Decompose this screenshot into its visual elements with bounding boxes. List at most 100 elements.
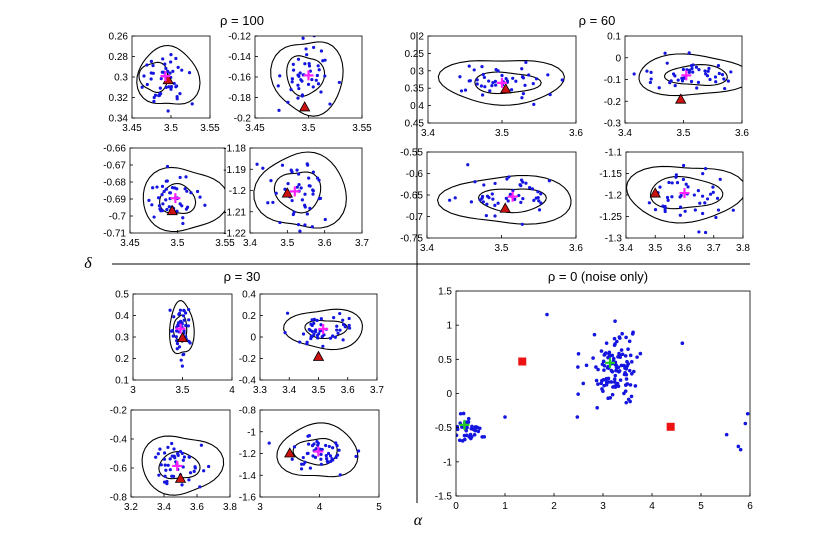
x-tick-label: 3.6 <box>318 238 332 249</box>
sample-point <box>302 462 306 466</box>
sample-point <box>606 380 611 384</box>
x-tick-label: 3.7 <box>707 243 721 254</box>
sample-point <box>692 193 696 197</box>
sample-point <box>325 457 329 461</box>
true-source-marker <box>518 357 527 366</box>
plot-area <box>270 36 344 117</box>
sample-point <box>618 336 622 340</box>
sample-point <box>619 348 624 352</box>
sample-point <box>181 353 185 357</box>
sample-point <box>679 193 683 198</box>
sample-point <box>181 465 185 469</box>
x-tick-label: 3.4 <box>157 502 171 513</box>
sample-point <box>174 329 179 333</box>
sample-point <box>686 185 690 189</box>
sample-point <box>466 416 471 421</box>
sample-point <box>537 199 541 203</box>
sample-point <box>649 70 653 74</box>
x-tick-label: 3 <box>257 502 263 513</box>
sample-point <box>289 88 293 92</box>
estimate-marker <box>160 71 171 82</box>
plot-area <box>142 164 225 233</box>
sample-point <box>318 196 323 200</box>
sample-point <box>453 196 457 200</box>
x-tick-label: 1 <box>502 501 508 512</box>
sample-point <box>311 188 315 192</box>
sample-point <box>157 204 162 208</box>
sample-point <box>623 354 628 358</box>
y-tick-label: 0.34 <box>109 114 129 125</box>
plot-area <box>267 422 361 478</box>
sample-point <box>494 83 498 87</box>
sample-point <box>198 195 202 199</box>
true-source-marker <box>174 472 187 483</box>
sample-point <box>448 198 452 202</box>
sample-point <box>473 180 477 184</box>
sample-point <box>506 199 510 203</box>
sample-point <box>184 175 188 179</box>
y-tick-label: -1.19 <box>223 165 246 176</box>
sample-point <box>459 89 464 93</box>
sample-point <box>169 329 174 333</box>
sample-point <box>319 49 324 53</box>
density-contour <box>141 435 225 496</box>
sample-point <box>175 97 179 101</box>
sample-point <box>307 61 311 66</box>
y-tick-label: -0.7 <box>109 212 127 223</box>
estimate-marker <box>605 357 615 368</box>
sample-point <box>618 354 622 358</box>
sample-point <box>156 196 161 200</box>
sample-point <box>627 368 632 373</box>
sample-point <box>168 468 172 472</box>
sample-point <box>286 181 290 186</box>
subplot-5: 3.4 3.5 3.6 0.2 0.25 0.3 0.35 0.4 0.45 <box>405 32 584 140</box>
sample-point <box>523 83 527 87</box>
sample-point <box>491 197 495 201</box>
x-tick-label: 3.6 <box>735 128 749 139</box>
sample-point <box>681 67 685 72</box>
true-source-marker <box>499 202 511 213</box>
sample-point <box>315 318 319 322</box>
sample-point <box>303 205 307 209</box>
sample-point <box>160 209 165 213</box>
sample-point <box>633 384 638 388</box>
sample-point <box>327 444 331 449</box>
sample-point <box>152 99 156 103</box>
sample-point <box>315 73 319 78</box>
sample-point <box>180 483 184 487</box>
sample-point <box>720 73 725 77</box>
sample-point <box>714 215 718 220</box>
sample-point <box>152 215 156 219</box>
sample-point <box>703 230 708 235</box>
sample-point <box>164 198 168 202</box>
sample-point <box>576 351 581 356</box>
sample-point <box>701 172 705 176</box>
sample-point <box>311 85 315 89</box>
sample-point <box>594 378 599 383</box>
sample-point <box>536 190 540 194</box>
sample-point <box>711 190 715 194</box>
sample-point <box>325 459 329 463</box>
true-source-marker <box>176 331 189 343</box>
sample-point <box>337 80 341 85</box>
sample-point <box>520 67 524 71</box>
sample-point <box>628 353 633 358</box>
y-tick-label: -0.66 <box>103 144 126 155</box>
sample-point <box>504 196 508 200</box>
sample-point <box>653 208 658 212</box>
estimate-marker <box>681 70 692 81</box>
plot-area <box>626 163 743 235</box>
sample-point <box>326 451 331 456</box>
sample-point <box>715 196 720 200</box>
y-tick-label: -0.12 <box>228 32 251 43</box>
sample-point <box>180 364 184 368</box>
sample-point <box>521 180 525 184</box>
subplot-9: 3 3.5 4 0.5 0.4 0.3 0.2 0.1 <box>115 290 235 397</box>
sample-point <box>321 344 325 348</box>
sample-point <box>480 64 484 69</box>
sample-point <box>295 185 299 189</box>
density-contour <box>474 71 542 95</box>
estimate-marker <box>679 188 690 199</box>
sample-point <box>163 62 167 66</box>
sample-point <box>632 72 636 76</box>
